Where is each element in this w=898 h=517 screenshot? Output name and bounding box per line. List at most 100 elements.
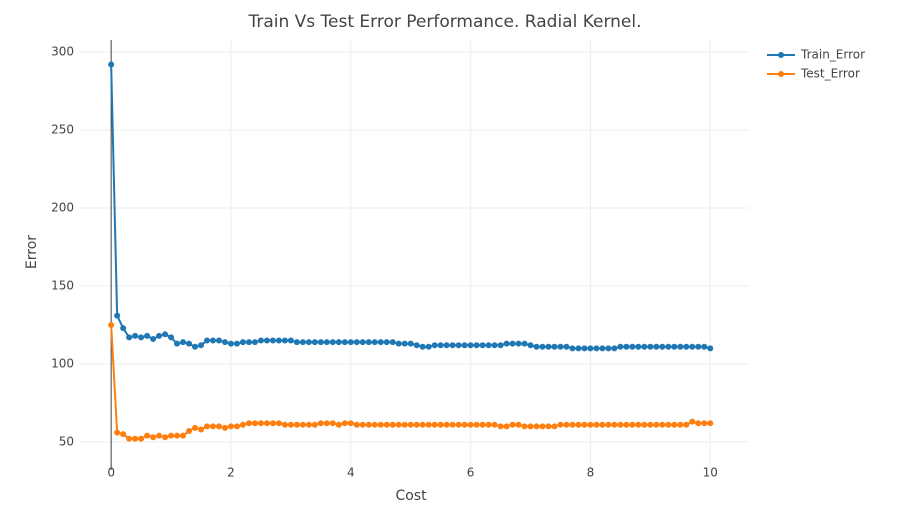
marker — [413, 421, 420, 428]
marker — [563, 421, 570, 428]
marker — [443, 421, 450, 428]
marker — [563, 343, 570, 350]
marker — [575, 421, 582, 428]
marker — [329, 420, 336, 427]
marker — [485, 421, 492, 428]
marker — [707, 345, 714, 352]
marker — [150, 434, 157, 441]
x-tick-label: 8 — [587, 466, 595, 480]
marker — [641, 421, 648, 428]
marker — [425, 343, 432, 350]
marker — [473, 342, 480, 349]
marker — [251, 420, 258, 427]
marker — [665, 343, 672, 350]
marker — [665, 421, 672, 428]
marker — [371, 421, 378, 428]
legend-label: Test_Error — [800, 67, 860, 81]
marker — [281, 337, 288, 344]
marker — [437, 421, 444, 428]
x-tick-label: 2 — [227, 466, 235, 480]
marker — [659, 421, 666, 428]
marker — [569, 345, 576, 352]
marker — [239, 339, 246, 346]
marker — [599, 421, 606, 428]
marker — [132, 332, 139, 339]
marker — [108, 321, 115, 328]
marker — [120, 325, 127, 332]
marker — [461, 342, 468, 349]
marker — [174, 340, 181, 347]
marker — [593, 345, 600, 352]
marker — [245, 339, 252, 346]
marker — [617, 421, 624, 428]
marker — [491, 342, 498, 349]
marker — [521, 340, 528, 347]
marker — [581, 345, 588, 352]
marker — [533, 423, 540, 430]
marker — [305, 421, 312, 428]
y-tick-label: 300 — [51, 45, 74, 59]
marker — [509, 340, 516, 347]
marker — [329, 339, 336, 346]
marker — [174, 432, 181, 439]
marker — [389, 421, 396, 428]
marker — [701, 343, 708, 350]
marker — [156, 432, 163, 439]
marker — [221, 339, 228, 346]
marker — [569, 421, 576, 428]
marker — [162, 434, 169, 441]
legend-marker — [778, 71, 784, 77]
marker — [180, 432, 187, 439]
marker — [251, 339, 258, 346]
marker — [245, 420, 252, 427]
marker — [677, 343, 684, 350]
marker — [323, 339, 330, 346]
marker — [443, 342, 450, 349]
marker — [138, 435, 145, 442]
marker — [365, 339, 372, 346]
marker — [383, 421, 390, 428]
marker — [671, 421, 678, 428]
x-tick-label: 6 — [467, 466, 475, 480]
marker — [503, 423, 510, 430]
marker — [599, 345, 606, 352]
marker — [605, 345, 612, 352]
marker — [485, 342, 492, 349]
marker — [353, 339, 360, 346]
marker — [515, 421, 522, 428]
marker — [156, 332, 163, 339]
marker — [629, 343, 636, 350]
marker — [557, 343, 564, 350]
marker — [210, 423, 217, 430]
marker — [617, 343, 624, 350]
marker — [281, 421, 288, 428]
marker — [551, 423, 558, 430]
marker — [449, 342, 456, 349]
marker — [299, 421, 306, 428]
marker — [575, 345, 582, 352]
marker — [557, 421, 564, 428]
marker — [413, 342, 420, 349]
y-tick-label: 150 — [51, 278, 74, 292]
marker — [227, 340, 234, 347]
marker — [527, 423, 534, 430]
marker — [287, 337, 294, 344]
marker — [383, 339, 390, 346]
marker — [425, 421, 432, 428]
marker — [168, 334, 175, 341]
marker — [120, 431, 127, 438]
marker — [341, 339, 348, 346]
marker — [311, 421, 318, 428]
marker — [150, 335, 157, 342]
marker — [269, 337, 276, 344]
marker — [401, 421, 408, 428]
marker — [269, 420, 276, 427]
x-tick-label: 10 — [703, 466, 718, 480]
x-tick-label: 4 — [347, 466, 355, 480]
marker — [186, 340, 193, 347]
marker — [389, 339, 396, 346]
marker — [215, 337, 222, 344]
marker — [293, 421, 300, 428]
marker — [677, 421, 684, 428]
marker — [335, 339, 342, 346]
